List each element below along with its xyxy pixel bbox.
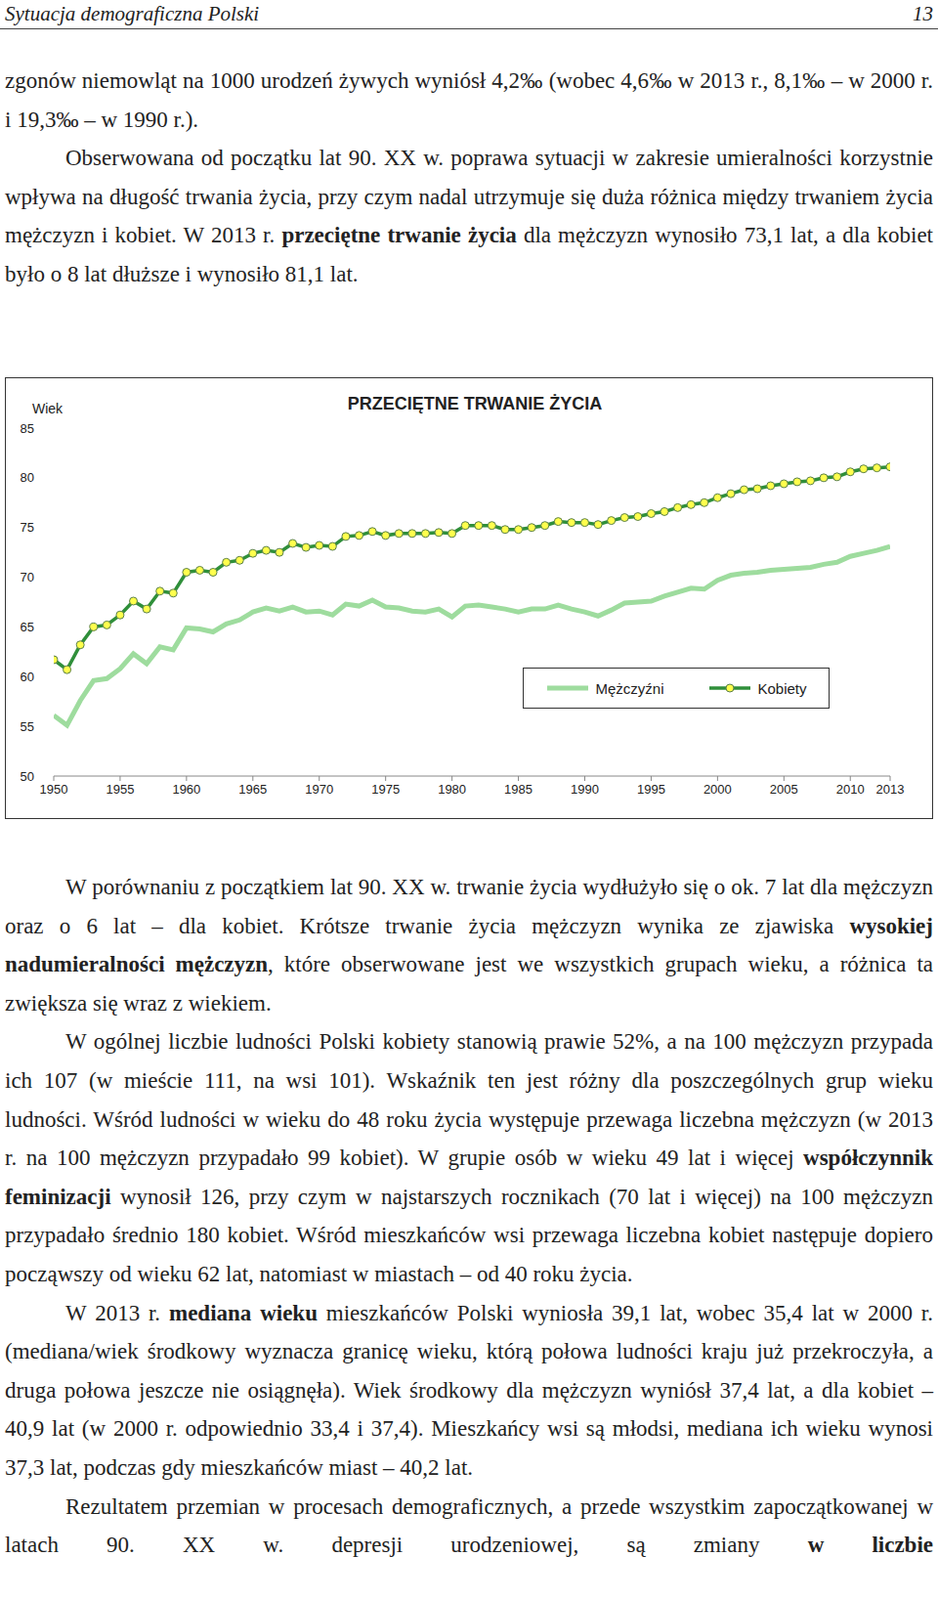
- svg-text:1990: 1990: [570, 781, 599, 797]
- svg-text:70: 70: [20, 569, 35, 585]
- svg-text:85: 85: [20, 421, 35, 436]
- svg-text:80: 80: [20, 469, 35, 485]
- svg-text:1995: 1995: [637, 781, 666, 797]
- svg-text:1955: 1955: [105, 781, 134, 797]
- html-text:Kobiety: Kobiety: [757, 679, 807, 697]
- svg-text:50: 50: [20, 768, 35, 784]
- svg-text:75: 75: [20, 519, 35, 535]
- html-text:Wiek: Wiek: [32, 400, 63, 417]
- svg-text:65: 65: [20, 619, 35, 635]
- html-text:Mężczyźni: Mężczyźni: [595, 679, 664, 697]
- html-text:Obserwowana od początku lat 90: Obserwowana od początku lat 90. XX w. po…: [4, 145, 934, 287]
- svg-text:55: 55: [20, 719, 35, 734]
- html-text:PRZECIĘTNE TRWANIE ŻYCIA: PRZECIĘTNE TRWANIE ŻYCIA: [347, 393, 603, 414]
- svg-text:60: 60: [20, 669, 35, 684]
- html-text:Rezultatem przemian w procesac: Rezultatem przemian w procesach demograf…: [4, 1493, 934, 1557]
- svg-text:1965: 1965: [238, 781, 267, 797]
- svg-text:1985: 1985: [504, 781, 533, 797]
- svg-text:2013: 2013: [876, 781, 905, 797]
- svg-text:2000: 2000: [703, 781, 732, 797]
- html-text:W 2013 r. mediana wieku mieszk: W 2013 r. mediana wieku mieszkańców Pols…: [4, 1300, 934, 1480]
- html-text:zgonów niemowląt na 1000 urodz: zgonów niemowląt na 1000 urodzeń żywych …: [4, 68, 934, 132]
- svg-text:1960: 1960: [171, 781, 201, 797]
- html-text:13: 13: [912, 1, 934, 25]
- svg-text:2010: 2010: [836, 781, 865, 797]
- svg-text:1980: 1980: [437, 781, 467, 797]
- html-text:W porównaniu z początkiem lat: W porównaniu z początkiem lat 90. XX w. …: [4, 874, 934, 1015]
- html-text:W ogólnej liczbie ludności Pol: W ogólnej liczbie ludności Polski kobiet…: [4, 1029, 934, 1286]
- svg-text:1975: 1975: [371, 781, 400, 797]
- svg-text:1950: 1950: [40, 781, 69, 797]
- svg-text:1970: 1970: [304, 781, 334, 797]
- html-text:Sytuacja demograficzna Polski: Sytuacja demograficzna Polski: [4, 1, 260, 25]
- svg-text:2005: 2005: [769, 781, 799, 797]
